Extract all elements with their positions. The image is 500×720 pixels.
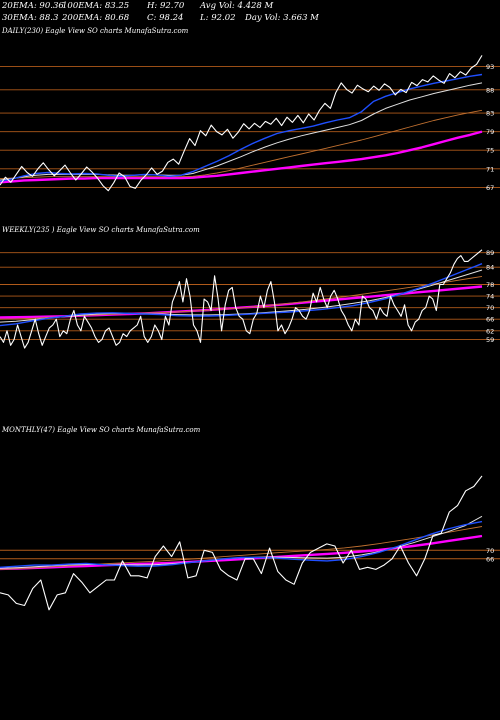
daily-ema-long-line: [0, 109, 483, 180]
daily-y-tick-5: 71: [486, 165, 494, 173]
daily-price-line: [0, 55, 483, 192]
daily-y-tick-4: 75: [486, 147, 494, 155]
weekly-ema-short-line: [0, 263, 483, 327]
monthly-panel-label: MONTHLY(47) Eagle View SO charts MunafaS…: [2, 426, 201, 434]
monthly-ema-short-line: [0, 520, 483, 568]
header-high: H: 92.70: [147, 1, 185, 11]
monthly-y-tick-0: 70: [486, 547, 494, 555]
weekly-y-tick-4: 70: [486, 304, 494, 312]
weekly-y-tick-6: 62: [486, 327, 494, 335]
daily-panel-label: DAILY(230) Eagle View SO charts MunafaSu…: [2, 27, 189, 35]
monthly-ema-long-line: [0, 526, 483, 570]
monthly-ema-200-line: [0, 534, 483, 571]
header-ema100: 100EMA: 83.25: [62, 1, 130, 11]
weekly-y-tick-3: 74: [486, 293, 494, 301]
header-day-vol: Day Vol: 3.663 M: [245, 13, 319, 23]
header-ema30: 30EMA: 88.3: [2, 13, 59, 23]
daily-y-tick-1: 88: [486, 86, 494, 94]
header-ema200: 200EMA: 80.68: [62, 13, 130, 23]
weekly-y-tick-2: 78: [486, 281, 494, 289]
daily-ema-short-line: [0, 73, 483, 183]
daily-y-tick-0: 93: [486, 63, 494, 71]
daily-y-tick-6: 67: [486, 184, 494, 192]
weekly-ema-long-line: [0, 275, 483, 320]
weekly-y-tick-1: 84: [486, 264, 494, 272]
weekly-y-tick-7: 59: [486, 336, 494, 344]
weekly-price-line: [0, 249, 483, 349]
header-ema20: 20EMA: 90.36: [2, 1, 64, 11]
header-close: C: 98.24: [147, 13, 184, 23]
daily-ema-200-line: [0, 130, 483, 184]
monthly-y-tick-1: 66: [486, 555, 494, 563]
weekly-y-tick-0: 89: [486, 249, 494, 257]
weekly-panel-label: WEEKLY(235 ) Eagle View SO charts Munafa…: [2, 226, 200, 234]
header-low: L: 92.02: [200, 13, 236, 23]
monthly-price-line: [0, 475, 483, 611]
daily-chart: 93 88 83 79 75 71 67: [0, 55, 500, 192]
header-avg-vol: Avg Vol: 4.428 M: [200, 1, 274, 11]
daily-y-tick-3: 79: [486, 128, 494, 136]
daily-y-tick-2: 83: [486, 110, 494, 118]
weekly-y-tick-5: 66: [486, 316, 494, 324]
